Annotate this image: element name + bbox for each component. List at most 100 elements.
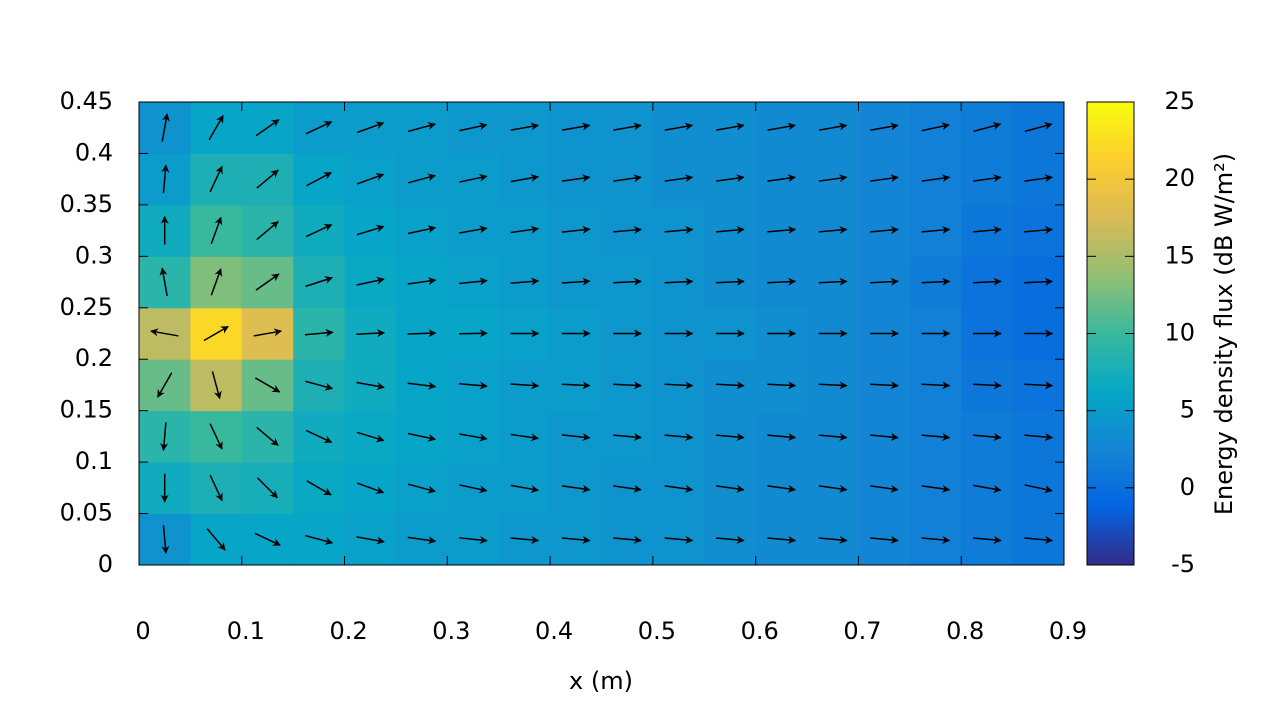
- y-tick-label: 0.4: [75, 138, 113, 166]
- colorbar-band: [1087, 222, 1134, 226]
- colorbar-band: [1087, 550, 1134, 554]
- x-tick-label: 0.7: [843, 617, 881, 645]
- colorbar-band: [1087, 303, 1134, 307]
- colorbar-band: [1087, 511, 1134, 515]
- colorbar-band: [1087, 210, 1134, 214]
- colorbar-band: [1087, 368, 1134, 372]
- arrow: [408, 333, 436, 334]
- colorbar-band: [1087, 449, 1134, 453]
- x-tick-label: 0.6: [741, 617, 779, 645]
- colorbar-band: [1087, 488, 1134, 492]
- colorbar-band: [1087, 114, 1134, 118]
- colorbar-band: [1087, 249, 1134, 253]
- colorbar-band: [1087, 357, 1134, 361]
- x-tick-label: 0.9: [1049, 617, 1087, 645]
- colorbar-band: [1087, 214, 1134, 218]
- colorbar-band: [1087, 515, 1134, 519]
- colorbar-band: [1087, 507, 1134, 511]
- y-tick-label: 0.05: [60, 499, 113, 527]
- colorbar-band: [1087, 310, 1134, 314]
- colorbar-band: [1087, 179, 1134, 183]
- colorbar-band: [1087, 461, 1134, 465]
- colorbar-band: [1087, 156, 1134, 160]
- colorbar-band: [1087, 476, 1134, 480]
- y-tick-label: 0.35: [60, 190, 113, 218]
- colorbar-band: [1087, 546, 1134, 550]
- colorbar-band: [1087, 492, 1134, 496]
- colorbar-band: [1087, 287, 1134, 291]
- colorbar-band: [1087, 276, 1134, 280]
- colorbar-band: [1087, 526, 1134, 530]
- colorbar-band: [1087, 453, 1134, 457]
- colorbar-band: [1087, 187, 1134, 191]
- colorbar-tick-label: 20: [1164, 164, 1195, 192]
- y-tick-label: 0.45: [60, 87, 113, 115]
- colorbar-band: [1087, 314, 1134, 318]
- colorbar-band: [1087, 106, 1134, 110]
- colorbar-band: [1087, 241, 1134, 245]
- colorbar-band: [1087, 117, 1134, 121]
- colorbar-band: [1087, 129, 1134, 133]
- x-tick-label: 0: [135, 617, 150, 645]
- colorbar-band: [1087, 225, 1134, 229]
- colorbar-band: [1087, 472, 1134, 476]
- colorbar-band: [1087, 245, 1134, 249]
- colorbar-band: [1087, 337, 1134, 341]
- colorbar-band: [1087, 229, 1134, 233]
- y-tick-label: 0.2: [75, 344, 113, 372]
- colorbar-band: [1087, 364, 1134, 368]
- colorbar-tick-label: 25: [1164, 87, 1195, 115]
- colorbar-band: [1087, 469, 1134, 473]
- colorbar-band: [1087, 125, 1134, 129]
- colorbar-band: [1087, 326, 1134, 330]
- colorbar-band: [1087, 434, 1134, 438]
- colorbar-tick-label: 15: [1164, 241, 1195, 269]
- colorbar-band: [1087, 171, 1134, 175]
- colorbar-band: [1087, 399, 1134, 403]
- colorbar-band: [1087, 553, 1134, 557]
- x-tick-label: 0.3: [432, 617, 470, 645]
- colorbar-band: [1087, 195, 1134, 199]
- colorbar-band: [1087, 418, 1134, 422]
- colorbar-band: [1087, 542, 1134, 546]
- colorbar-band: [1087, 164, 1134, 168]
- colorbar-band: [1087, 438, 1134, 442]
- colorbar-tick-label: 5: [1180, 396, 1195, 424]
- colorbar-band: [1087, 299, 1134, 303]
- colorbar-band: [1087, 445, 1134, 449]
- x-tick-label: 0.5: [638, 617, 676, 645]
- colorbar-tick-label: 0: [1180, 473, 1195, 501]
- colorbar-band: [1087, 395, 1134, 399]
- colorbar-band: [1087, 530, 1134, 534]
- x-tick-label: 0.4: [535, 617, 573, 645]
- colorbar-band: [1087, 534, 1134, 538]
- colorbar-band: [1087, 465, 1134, 469]
- colorbar-band: [1087, 268, 1134, 272]
- colorbar-band: [1087, 110, 1134, 114]
- colorbar-band: [1087, 256, 1134, 260]
- colorbar-band: [1087, 183, 1134, 187]
- colorbar-band: [1087, 306, 1134, 310]
- colorbar-band: [1087, 279, 1134, 283]
- colorbar-band: [1087, 457, 1134, 461]
- colorbar-band: [1087, 403, 1134, 407]
- x-tick-label: 0.1: [227, 617, 265, 645]
- colorbar-band: [1087, 198, 1134, 202]
- colorbar-band: [1087, 137, 1134, 141]
- colorbar-band: [1087, 237, 1134, 241]
- colorbar-band: [1087, 415, 1134, 419]
- colorbar-band: [1087, 480, 1134, 484]
- colorbar-band: [1087, 422, 1134, 426]
- y-tick-label: 0.25: [60, 293, 113, 321]
- colorbar-band: [1087, 353, 1134, 357]
- colorbar-band: [1087, 334, 1134, 338]
- x-tick-label: 0.2: [329, 617, 367, 645]
- colorbar-band: [1087, 206, 1134, 210]
- colorbar-band: [1087, 318, 1134, 322]
- colorbar-band: [1087, 411, 1134, 415]
- x-tick-label: 0.8: [946, 617, 984, 645]
- colorbar-band: [1087, 341, 1134, 345]
- colorbar-band: [1087, 191, 1134, 195]
- colorbar-band: [1087, 557, 1134, 561]
- colorbar-band: [1087, 202, 1134, 206]
